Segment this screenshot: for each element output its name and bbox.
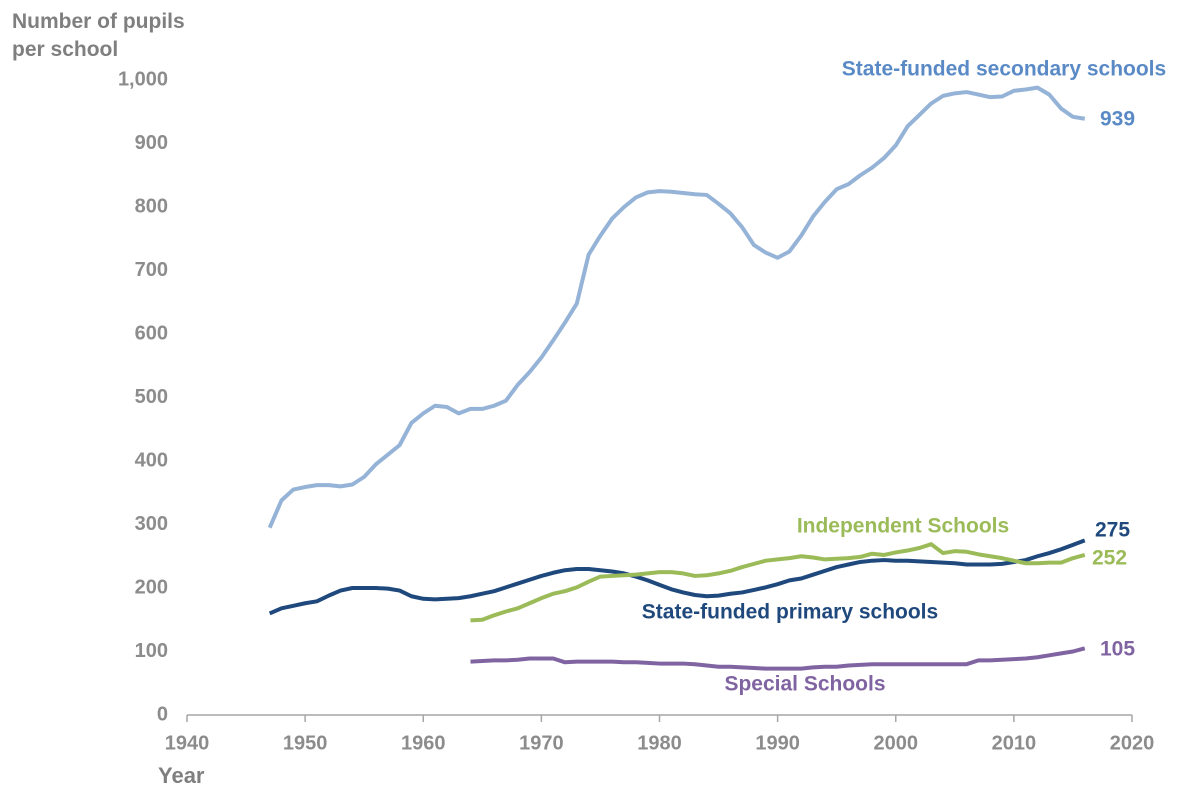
y-tick-label: 1,000	[118, 68, 168, 90]
y-tick-label: 500	[135, 386, 168, 408]
y-tick-label: 0	[157, 703, 168, 725]
y-tick-label: 900	[135, 132, 168, 154]
y-tick-label: 300	[135, 513, 168, 535]
end-value-label: 939	[1100, 108, 1135, 131]
end-value-label: 105	[1100, 638, 1135, 661]
x-tick-label: 1980	[637, 732, 682, 754]
y-tick-label: 700	[135, 259, 168, 281]
series-label: State-funded primary schools	[642, 601, 938, 624]
x-tick-label: 1990	[755, 732, 800, 754]
x-tick-label: 1940	[165, 732, 210, 754]
x-axis-label: Year	[158, 763, 205, 788]
line-series	[268, 538, 1086, 616]
x-tick-label: 1960	[401, 732, 446, 754]
y-tick-label: 400	[135, 449, 168, 471]
line-series	[470, 646, 1086, 671]
y-tick-label: 100	[135, 640, 168, 662]
y-axis-label: Number of pupils per school	[12, 10, 185, 61]
y-tick-label: 200	[135, 576, 168, 598]
y-tick-label: 600	[135, 322, 168, 344]
end-value-label: 252	[1092, 547, 1127, 570]
x-tick-label: 2000	[874, 732, 919, 754]
end-value-label: 275	[1095, 519, 1130, 542]
line-series	[470, 542, 1086, 623]
line-series	[267, 85, 1086, 529]
series-label: Special Schools	[724, 673, 885, 696]
x-tick-label: 2010	[992, 732, 1037, 754]
x-tick-label: 2020	[1110, 732, 1155, 754]
series-label: Independent Schools	[797, 515, 1009, 538]
x-tick-label: 1950	[283, 732, 328, 754]
y-tick-label: 800	[135, 195, 168, 217]
series-label: State-funded secondary schools	[842, 58, 1166, 81]
x-tick-label: 1970	[519, 732, 564, 754]
